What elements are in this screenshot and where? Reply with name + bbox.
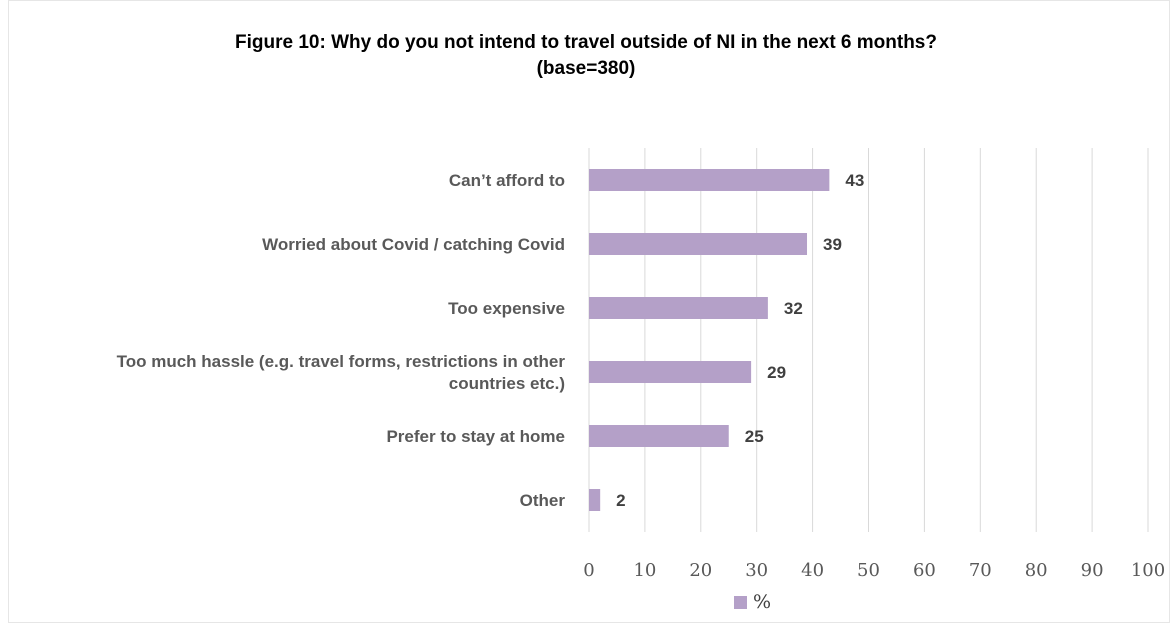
data-label: 39	[823, 235, 842, 254]
chart-title-line-1: Figure 10: Why do you not intend to trav…	[235, 32, 937, 53]
data-label: 43	[845, 171, 864, 190]
data-labels: 43 39 32 29 25 2	[616, 171, 864, 510]
data-label: 29	[767, 363, 786, 382]
category-labels: Can’t afford to Worried about Covid / cat…	[117, 171, 566, 510]
category-label-line: Other	[520, 491, 566, 510]
bar	[589, 361, 752, 383]
chart-title-line-2: (base=380)	[536, 58, 636, 79]
legend: %	[734, 591, 771, 613]
x-tick-label: 70	[969, 560, 992, 581]
x-tick-label: 100	[1131, 560, 1165, 581]
category-label: Too much hassle (e.g. travel forms, rest…	[117, 352, 566, 393]
category-label-line: countries etc.)	[449, 374, 565, 393]
category-label: Prefer to stay at home	[386, 427, 565, 446]
bar	[589, 233, 808, 255]
x-tick-label: 60	[913, 560, 936, 581]
chart-title: Figure 10: Why do you not intend to trav…	[0, 30, 1172, 82]
category-label-line: Too much hassle (e.g. travel forms, rest…	[117, 352, 566, 371]
x-axis-ticks: 0 10 20 30 40 50 60 70 80 90 100	[583, 560, 1165, 581]
x-tick-label: 0	[583, 560, 594, 581]
data-label: 32	[784, 299, 803, 318]
category-label-line: Too expensive	[448, 299, 565, 318]
x-tick-label: 40	[801, 560, 824, 581]
gridlines	[588, 148, 1149, 532]
legend-label: %	[753, 591, 771, 613]
x-tick-label: 10	[633, 560, 656, 581]
category-label-line: Prefer to stay at home	[386, 427, 565, 446]
bar	[589, 425, 729, 447]
bar	[589, 297, 768, 319]
category-label-line: Can’t afford to	[449, 171, 565, 190]
bar	[589, 489, 601, 511]
category-label: Can’t afford to	[449, 171, 565, 190]
category-label: Too expensive	[448, 299, 565, 318]
category-label: Worried about Covid / catching Covid	[262, 235, 565, 254]
category-label-line: Worried about Covid / catching Covid	[262, 235, 565, 254]
legend-swatch	[734, 596, 747, 609]
x-tick-label: 50	[857, 560, 880, 581]
x-tick-label: 30	[745, 560, 768, 581]
category-label: Other	[520, 491, 566, 510]
bars	[589, 169, 830, 511]
x-tick-label: 90	[1081, 560, 1104, 581]
data-label: 25	[745, 427, 764, 446]
data-label: 2	[616, 491, 625, 510]
x-tick-label: 20	[689, 560, 712, 581]
x-tick-label: 80	[1025, 560, 1048, 581]
bar	[589, 169, 830, 191]
